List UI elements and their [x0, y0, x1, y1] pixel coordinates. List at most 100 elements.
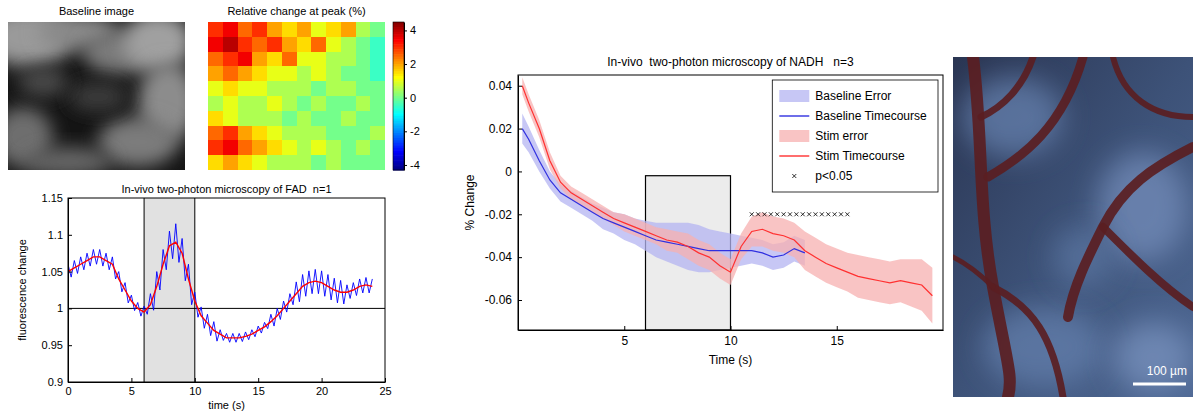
heatmap-cell [238, 81, 253, 96]
heatmap-cell [341, 66, 356, 81]
tick-label: 15 [831, 334, 845, 348]
heatmap-cell [208, 140, 223, 155]
chart-title: In-vivo two-photon microscopy of FAD n=1 [121, 183, 331, 195]
image-texture [1113, 322, 1193, 392]
reference-line [68, 308, 385, 309]
tick-mark [68, 382, 72, 383]
tick-label: 1.1 [48, 229, 63, 241]
heatmap-cell [267, 111, 282, 126]
axis-line [69, 382, 386, 383]
heatmap-cell [341, 37, 356, 52]
tick: 15 [831, 326, 845, 348]
tick-mark [837, 326, 838, 330]
tick-mark [518, 214, 522, 215]
tick-mark [195, 378, 196, 382]
heatmap-cell [252, 66, 267, 81]
heatmap-cell [238, 140, 253, 155]
tick-mark [518, 257, 522, 258]
heatmap-cell [238, 155, 253, 170]
plot-frame [68, 198, 385, 382]
plot-background [518, 75, 943, 330]
legend-label: Stim Timecourse [815, 149, 905, 163]
tick-mark [518, 86, 522, 87]
heatmap-cell [223, 126, 238, 141]
significance-marker [814, 212, 818, 216]
significance-marker [839, 212, 843, 216]
heatmap-cell [326, 81, 341, 96]
tick-label: 2 [410, 58, 416, 70]
axis-line [518, 76, 519, 331]
stimulus-region [144, 198, 195, 382]
microscopy-panel: 100 µm [953, 57, 1193, 397]
legend-box [772, 80, 938, 192]
significance-marker [769, 212, 773, 216]
heatmap-cell [370, 96, 385, 111]
tick: 0 [505, 165, 522, 179]
heatmap-cell [208, 126, 223, 141]
y-axis-title: fluorescence change [16, 239, 28, 341]
heatmap-cell [252, 126, 267, 141]
axis: 0.040.020-0.02-0.04-0.06 [485, 76, 522, 331]
tick-mark [68, 345, 72, 346]
heatmap-cell [223, 66, 238, 81]
heatmap-cell [267, 66, 282, 81]
legend-swatch [779, 130, 809, 142]
heatmap-cells [208, 22, 385, 170]
tick: 0.04 [489, 79, 522, 93]
tick-label: 5 [621, 334, 628, 348]
panel-title: Relative change at peak (%) [227, 5, 365, 17]
significance-marker [782, 212, 786, 216]
legend-label: p<0.05 [815, 169, 852, 183]
tick: 10 [724, 326, 738, 348]
heatmap-cell [223, 37, 238, 52]
heatmap-cell [341, 111, 356, 126]
legend-swatch [779, 90, 809, 102]
tick: 1.15 [42, 192, 72, 204]
heatmap-cell [297, 52, 312, 67]
axis: 5 10 15 [519, 326, 944, 348]
baseline-image [8, 22, 185, 170]
heatmap-cell [311, 96, 326, 111]
image-background [953, 57, 1193, 397]
heatmap-cell [311, 81, 326, 96]
legend-label: Baseline Error [815, 89, 891, 103]
tick-label: -0.02 [485, 208, 513, 222]
heatmap-cell [267, 126, 282, 141]
y-axis-title: % Change [463, 174, 477, 230]
tick-label: 4 [410, 24, 416, 36]
heatmap-cell [297, 155, 312, 170]
x-axis-title: time (s) [208, 399, 245, 411]
stimulus-edge [194, 198, 195, 382]
series-line [522, 129, 805, 258]
heatmap-cell [297, 22, 312, 37]
heatmap-cell [326, 96, 341, 111]
heatmap-cell [282, 52, 297, 67]
heatmap-cell [326, 126, 341, 141]
heatmap-cell [370, 22, 385, 37]
colorbar [393, 22, 404, 171]
heatmap-cell [297, 111, 312, 126]
image-texture [68, 82, 128, 112]
heatmap-cell [370, 52, 385, 67]
heatmap-cell [238, 96, 253, 111]
heatmap-cell [356, 111, 371, 126]
significance-marker [775, 212, 779, 216]
tick: 5 [129, 378, 135, 397]
series-line [68, 242, 372, 338]
heatmap-cell [267, 96, 282, 111]
image-texture [18, 67, 68, 97]
axis: 0510152025 [65, 378, 391, 397]
tick-mark [404, 30, 407, 31]
heatmap-cell [282, 126, 297, 141]
heatmap-cell [267, 37, 282, 52]
tick-label: 0 [505, 165, 512, 179]
legend-swatch [792, 174, 796, 178]
heatmap-cell [356, 66, 371, 81]
heatmap-cell [356, 155, 371, 170]
heatmap-cell [326, 111, 341, 126]
colorbar-frame [393, 22, 404, 170]
legend-label: Baseline Timecourse [815, 109, 927, 123]
tick-label: 10 [189, 385, 201, 397]
heatmap-cell [252, 111, 267, 126]
significance-marker [794, 212, 798, 216]
